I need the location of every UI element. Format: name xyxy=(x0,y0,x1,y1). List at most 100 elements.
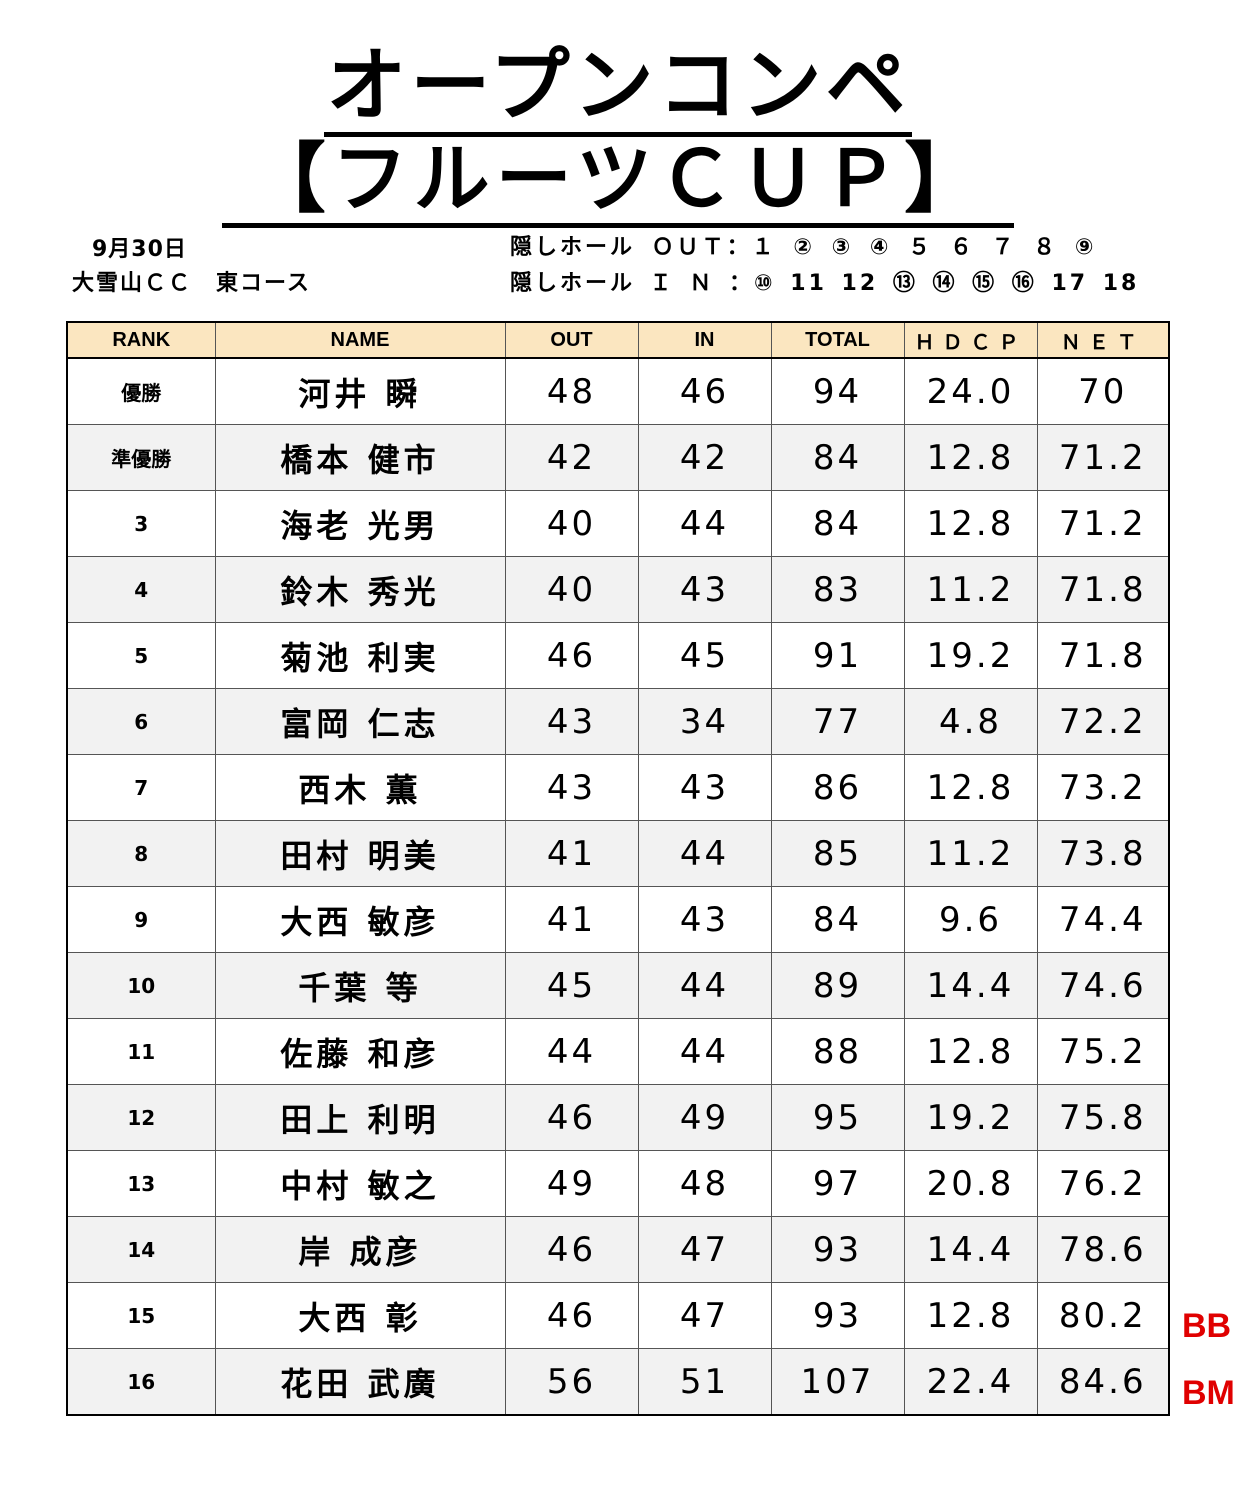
table-row: 準優勝 橋本 健市 42 42 84 12.8 71.2 xyxy=(66,424,1170,491)
rank-cell: 3 xyxy=(66,490,216,557)
table-row: 15 大西 彰 46 47 93 12.8 80.2 xyxy=(66,1282,1170,1349)
results-table: RANK NAME OUT IN TOTAL ＨＤＣＰ ＮＥＴ 優勝 河井 瞬 48… xyxy=(66,321,1170,1416)
hdcp-cell: 24.0 xyxy=(903,357,1038,425)
hdcp-cell: 22.4 xyxy=(903,1348,1038,1416)
rank-cell: 7 xyxy=(66,754,216,821)
net-score-cell: 74.4 xyxy=(1036,886,1170,953)
hdcp-cell: 14.4 xyxy=(903,1216,1038,1283)
net-score-cell: 84.6 xyxy=(1036,1348,1170,1416)
out-score-cell: 56 xyxy=(504,1348,639,1416)
out-score-cell: 46 xyxy=(504,1282,639,1349)
net-score-cell: 71.2 xyxy=(1036,490,1170,557)
total-score-cell: 91 xyxy=(770,622,905,689)
rank-cell: 準優勝 xyxy=(66,424,216,491)
out-score-cell: 43 xyxy=(504,754,639,821)
rank-cell: 14 xyxy=(66,1216,216,1283)
table-row: 優勝 河井 瞬 48 46 94 24.0 70 xyxy=(66,357,1170,425)
total-score-cell: 88 xyxy=(770,1018,905,1085)
total-score-cell: 84 xyxy=(770,490,905,557)
net-score-cell: 71.8 xyxy=(1036,622,1170,689)
table-row: 6 富岡 仁志 43 34 77 4.8 72.2 xyxy=(66,688,1170,755)
name-cell: 富岡 仁志 xyxy=(214,688,506,755)
rank-cell: 11 xyxy=(66,1018,216,1085)
net-score-cell: 74.6 xyxy=(1036,952,1170,1019)
prize-flag-label: BM xyxy=(1182,1374,1235,1412)
net-score-cell: 80.2 xyxy=(1036,1282,1170,1349)
table-row: 12 田上 利明 46 49 95 19.2 75.8 xyxy=(66,1084,1170,1151)
in-score-cell: 45 xyxy=(637,622,772,689)
name-cell: 西木 薫 xyxy=(214,754,506,821)
table-row: 3 海老 光男 40 44 84 12.8 71.2 xyxy=(66,490,1170,557)
column-header-hdcp: ＨＤＣＰ xyxy=(903,321,1038,359)
name-cell: 花田 武廣 xyxy=(214,1348,506,1416)
hdcp-cell: 11.2 xyxy=(903,820,1038,887)
out-score-cell: 40 xyxy=(504,490,639,557)
column-header-out: OUT xyxy=(504,321,639,359)
rank-cell: 4 xyxy=(66,556,216,623)
total-score-cell: 77 xyxy=(770,688,905,755)
prize-flag-label: BB xyxy=(1182,1307,1232,1345)
column-header-name: NAME xyxy=(214,321,506,359)
name-cell: 菊池 利実 xyxy=(214,622,506,689)
net-score-cell: 73.8 xyxy=(1036,820,1170,887)
in-score-cell: 44 xyxy=(637,952,772,1019)
table-row: 8 田村 明美 41 44 85 11.2 73.8 xyxy=(66,820,1170,887)
in-score-cell: 47 xyxy=(637,1216,772,1283)
table-row: 7 西木 薫 43 43 86 12.8 73.2 xyxy=(66,754,1170,821)
net-score-cell: 73.2 xyxy=(1036,754,1170,821)
hdcp-cell: 12.8 xyxy=(903,1282,1038,1349)
column-header-total: TOTAL xyxy=(770,321,905,359)
out-score-cell: 46 xyxy=(504,1216,639,1283)
out-score-cell: 42 xyxy=(504,424,639,491)
rank-cell: 16 xyxy=(66,1348,216,1416)
course-name: 大雪山ＣＣ 東コース xyxy=(72,271,311,296)
in-score-cell: 46 xyxy=(637,357,772,425)
in-score-cell: 42 xyxy=(637,424,772,491)
out-score-cell: 49 xyxy=(504,1150,639,1217)
total-score-cell: 94 xyxy=(770,357,905,425)
in-score-cell: 44 xyxy=(637,490,772,557)
table-row: 16 花田 武廣 56 51 107 22.4 84.6 xyxy=(66,1348,1170,1416)
table-row: 5 菊池 利実 46 45 91 19.2 71.8 xyxy=(66,622,1170,689)
rank-cell: 12 xyxy=(66,1084,216,1151)
net-score-cell: 75.2 xyxy=(1036,1018,1170,1085)
column-header-in: IN xyxy=(637,321,772,359)
net-score-cell: 78.6 xyxy=(1036,1216,1170,1283)
total-score-cell: 84 xyxy=(770,886,905,953)
total-score-cell: 97 xyxy=(770,1150,905,1217)
name-cell: 田上 利明 xyxy=(214,1084,506,1151)
in-score-cell: 51 xyxy=(637,1348,772,1416)
hidden-holes-out: 隠しホール ＯＵＴ：１ ② ③ ④ ５ ６ ７ ８ ⑨ xyxy=(510,235,1097,260)
hdcp-cell: 12.8 xyxy=(903,490,1038,557)
table-row: 10 千葉 等 45 44 89 14.4 74.6 xyxy=(66,952,1170,1019)
in-score-cell: 44 xyxy=(637,1018,772,1085)
name-cell: 大西 敏彦 xyxy=(214,886,506,953)
title-line-2: 【フルーツＣＵＰ】 xyxy=(0,134,1236,228)
name-cell: 岸 成彦 xyxy=(214,1216,506,1283)
hdcp-cell: 12.8 xyxy=(903,754,1038,821)
total-score-cell: 93 xyxy=(770,1216,905,1283)
hdcp-cell: 9.6 xyxy=(903,886,1038,953)
out-score-cell: 46 xyxy=(504,622,639,689)
out-score-cell: 41 xyxy=(504,886,639,953)
rank-cell: 優勝 xyxy=(66,357,216,425)
in-score-cell: 48 xyxy=(637,1150,772,1217)
hdcp-cell: 12.8 xyxy=(903,424,1038,491)
name-cell: 河井 瞬 xyxy=(214,357,506,425)
in-score-cell: 43 xyxy=(637,886,772,953)
name-cell: 大西 彰 xyxy=(214,1282,506,1349)
rank-cell: 15 xyxy=(66,1282,216,1349)
hdcp-cell: 20.8 xyxy=(903,1150,1038,1217)
in-score-cell: 49 xyxy=(637,1084,772,1151)
net-score-cell: 72.2 xyxy=(1036,688,1170,755)
total-score-cell: 86 xyxy=(770,754,905,821)
table-row: 13 中村 敏之 49 48 97 20.8 76.2 xyxy=(66,1150,1170,1217)
out-score-cell: 43 xyxy=(504,688,639,755)
net-score-cell: 76.2 xyxy=(1036,1150,1170,1217)
net-score-cell: 75.8 xyxy=(1036,1084,1170,1151)
out-score-cell: 44 xyxy=(504,1018,639,1085)
hidden-holes-in: 隠しホール Ｉ Ｎ ：⑩ 11 12 ⑬ ⑭ ⑮ ⑯ 17 18 xyxy=(510,271,1140,296)
name-cell: 鈴木 秀光 xyxy=(214,556,506,623)
name-cell: 海老 光男 xyxy=(214,490,506,557)
table-header-row: RANK NAME OUT IN TOTAL ＨＤＣＰ ＮＥＴ xyxy=(66,321,1170,359)
